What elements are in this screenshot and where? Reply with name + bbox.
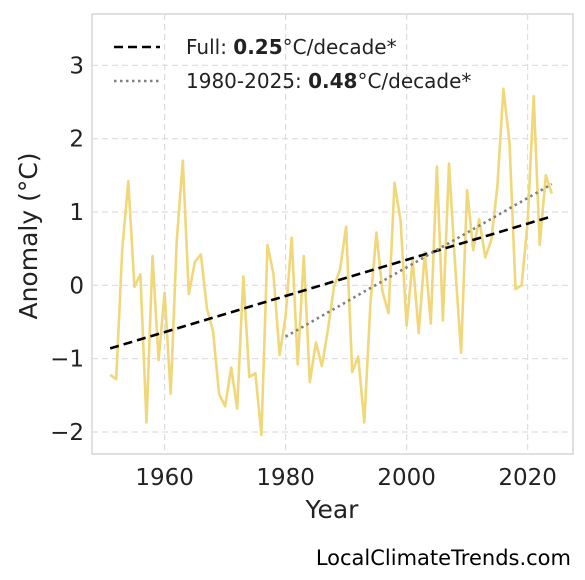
site-watermark: LocalClimateTrends.com <box>315 546 571 570</box>
legend-full-trend-label: Full: 0.25°C/decade* <box>186 35 397 59</box>
legend-recent-value: 0.48 <box>308 69 357 93</box>
anomaly-series-line <box>109 87 554 437</box>
y-tick-label-1: 1 <box>69 200 84 226</box>
legend-recent-prefix: 1980-2025: <box>186 69 308 93</box>
legend: Full: 0.25°C/decade* 1980-2025: 0.48°C/d… <box>114 35 471 93</box>
y-tick-label-2: 2 <box>69 127 84 153</box>
legend-full-prefix: Full: <box>186 35 233 59</box>
legend-full-suffix: °C/decade* <box>283 35 397 59</box>
x-tick-label-1980: 1980 <box>256 465 315 491</box>
legend-full-value: 0.25 <box>233 35 282 59</box>
y-tick-label--2: −2 <box>50 420 84 446</box>
temperature-anomaly-chart: 1960 1980 2000 2020 −2 −1 0 1 2 3 Year Anomaly (°… <box>14 13 574 524</box>
x-tick-label-1960: 1960 <box>135 465 194 491</box>
y-tick-label-0: 0 <box>69 273 84 299</box>
full-trend-line <box>109 215 553 350</box>
y-tick-label--1: −1 <box>50 347 84 373</box>
x-axis-title: Year <box>305 495 360 524</box>
tick-labels: 1960 1980 2000 2020 −2 −1 0 1 2 3 <box>50 53 557 491</box>
legend-recent-trend-label: 1980-2025: 0.48°C/decade* <box>186 69 471 93</box>
y-tick-label-3: 3 <box>69 53 84 79</box>
legend-recent-suffix: °C/decade* <box>357 69 471 93</box>
series-layer <box>109 87 554 437</box>
x-tick-label-2000: 2000 <box>377 465 436 491</box>
x-tick-label-2020: 2020 <box>498 465 557 491</box>
y-axis-title: Anomaly (°C) <box>14 152 43 319</box>
grid-lines <box>92 14 573 454</box>
